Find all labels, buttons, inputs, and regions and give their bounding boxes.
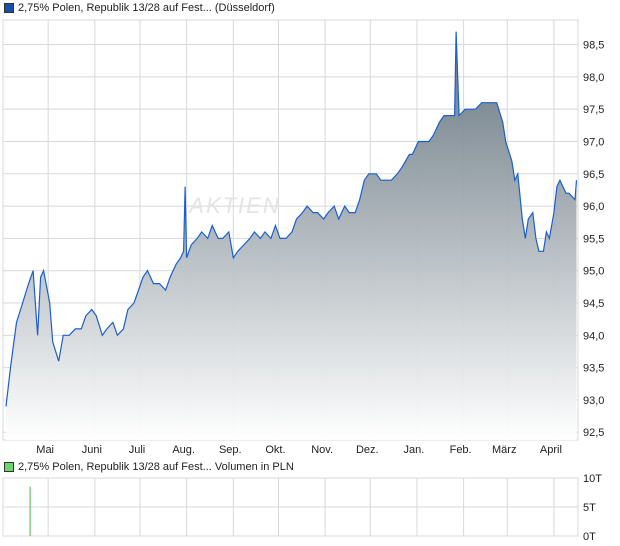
x-tick-label: April bbox=[540, 444, 562, 456]
y-tick-label: 92,5 bbox=[583, 427, 604, 439]
volume-y-tick-label: 0T bbox=[583, 531, 596, 543]
x-tick-label: Feb. bbox=[450, 444, 472, 456]
y-tick-label: 95,0 bbox=[583, 266, 604, 278]
y-tick-label: 97,0 bbox=[583, 136, 604, 148]
price-legend-swatch bbox=[4, 3, 14, 13]
volume-y-tick-label: 5T bbox=[583, 502, 596, 514]
volume-y-tick-label: 10T bbox=[583, 473, 602, 485]
price-legend-label: 2,75% Polen, Republik 13/28 auf Fest... … bbox=[18, 2, 275, 14]
y-tick-label: 97,5 bbox=[583, 104, 604, 116]
price-area bbox=[6, 31, 577, 440]
volume-legend-label: 2,75% Polen, Republik 13/28 auf Fest... … bbox=[18, 461, 294, 473]
watermark-logo: AKTIEN bbox=[187, 193, 280, 218]
x-tick-label: Sep. bbox=[219, 444, 242, 456]
y-tick-label: 95,5 bbox=[583, 233, 604, 245]
y-tick-label: 94,0 bbox=[583, 330, 604, 342]
x-tick-label: Nov. bbox=[311, 444, 333, 456]
volume-legend: 2,75% Polen, Republik 13/28 auf Fest... … bbox=[4, 461, 294, 473]
x-tick-label: Jan. bbox=[404, 444, 425, 456]
price-line bbox=[5, 31, 578, 407]
x-tick-label: März bbox=[492, 444, 516, 456]
volume-legend-swatch bbox=[4, 462, 14, 472]
x-tick-label: Aug. bbox=[172, 444, 195, 456]
y-tick-label: 93,5 bbox=[583, 363, 604, 375]
y-tick-label: 93,0 bbox=[583, 395, 604, 407]
y-tick-label: 96,0 bbox=[583, 201, 604, 213]
y-tick-label: 98,5 bbox=[583, 40, 604, 52]
y-tick-label: 94,5 bbox=[583, 298, 604, 310]
price-legend: 2,75% Polen, Republik 13/28 auf Fest... … bbox=[4, 2, 275, 14]
y-tick-label: 96,5 bbox=[583, 169, 604, 181]
y-tick-label: 98,0 bbox=[583, 72, 604, 84]
x-tick-label: Mai bbox=[36, 444, 54, 456]
x-tick-label: Dez. bbox=[356, 444, 379, 456]
x-tick-label: Juni bbox=[82, 444, 102, 456]
x-tick-label: Okt. bbox=[265, 444, 285, 456]
x-tick-label: Juli bbox=[129, 444, 146, 456]
